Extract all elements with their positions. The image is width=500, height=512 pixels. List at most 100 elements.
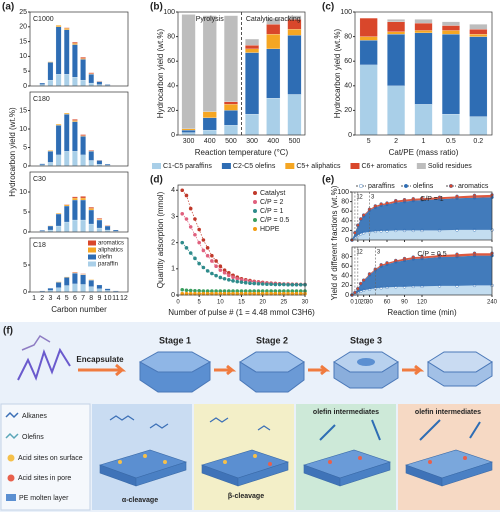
bar-segment xyxy=(72,44,78,78)
bar-segment xyxy=(47,79,54,87)
bar-segment xyxy=(96,284,103,289)
stage-label: Stage 1 xyxy=(159,335,191,345)
point xyxy=(197,291,201,296)
panel-label: (c) xyxy=(322,2,334,13)
y-tick-label: 4 xyxy=(171,187,175,194)
x-axis-label: Reaction temperature (°C) xyxy=(195,148,289,157)
x-tick-label: 30 xyxy=(302,300,309,306)
bar-segment xyxy=(88,223,94,233)
bar-segment xyxy=(359,40,378,65)
bar-segment xyxy=(72,197,78,201)
bar-segment xyxy=(72,283,78,293)
bar-segment xyxy=(387,21,405,32)
bar-segment xyxy=(64,204,70,207)
x-tick-label: 25 xyxy=(280,300,287,306)
bar-segment xyxy=(387,85,405,136)
point xyxy=(201,291,206,296)
legend-marker xyxy=(253,227,257,231)
hexagon-stage4 xyxy=(427,351,493,387)
bar-segment xyxy=(55,124,62,126)
legend-label: paraffins xyxy=(368,183,395,190)
subplot-title: C18 xyxy=(33,242,46,249)
bar-segment xyxy=(104,84,111,86)
point xyxy=(260,282,265,286)
point xyxy=(205,289,210,293)
point xyxy=(188,288,193,293)
bar-segment xyxy=(88,280,94,287)
point xyxy=(294,289,299,293)
y-tick-label: 20 xyxy=(19,24,27,31)
point xyxy=(294,282,299,287)
x-tick-label: 6 xyxy=(73,295,77,302)
y-tick-label: 40 xyxy=(167,83,175,90)
pore-site-icon xyxy=(7,474,15,482)
point xyxy=(201,265,206,270)
bar-segment xyxy=(245,38,259,46)
y-tick-label: 20 xyxy=(344,107,352,114)
pe-chain xyxy=(17,347,71,381)
legend-label: aromatics xyxy=(458,183,489,190)
point xyxy=(290,289,295,293)
point xyxy=(243,291,248,296)
bar-segment xyxy=(387,19,405,22)
point xyxy=(227,273,231,278)
x-tick-label: 1 xyxy=(422,138,426,145)
bar-segment xyxy=(469,116,488,136)
point xyxy=(210,289,214,293)
bar-segment xyxy=(181,14,196,129)
arrow xyxy=(78,363,127,377)
bar-segment xyxy=(266,34,281,49)
bar-segment xyxy=(88,72,94,74)
legend-label: aliphatics xyxy=(98,248,123,254)
legend-label: C1-C5 paraffins xyxy=(163,163,212,170)
legend-label: Catalyst xyxy=(260,190,285,197)
point xyxy=(210,291,214,296)
legend-marker xyxy=(449,183,454,188)
bar-segment xyxy=(104,225,111,231)
zeolite-slabs xyxy=(99,449,493,487)
legend-box xyxy=(0,403,91,511)
bar-segment xyxy=(80,196,86,199)
point xyxy=(184,291,189,296)
surface-site-icon xyxy=(7,454,15,462)
point xyxy=(193,291,197,296)
bar-segment xyxy=(88,208,94,211)
point xyxy=(265,282,269,287)
y-tick-label: 20 xyxy=(341,282,349,289)
y-tick-label: 60 xyxy=(341,263,349,270)
y-tick-label: 80 xyxy=(344,33,352,40)
bar-segment xyxy=(414,19,433,24)
bar-segment xyxy=(442,21,460,26)
point xyxy=(394,198,398,203)
bar-segment xyxy=(64,27,70,29)
panel-label: (f) xyxy=(3,326,13,337)
point xyxy=(184,193,189,198)
bar-segment xyxy=(287,35,302,95)
y-tick-label: 10 xyxy=(19,126,27,133)
bar-segment xyxy=(96,81,103,85)
plot-frame xyxy=(177,184,306,296)
bar-segment xyxy=(80,199,86,221)
point xyxy=(286,289,290,293)
point xyxy=(210,271,214,276)
series-line xyxy=(181,213,305,285)
x-tick-label: 60 xyxy=(384,300,391,306)
bar-segment xyxy=(113,229,119,232)
bar-segment xyxy=(88,160,94,167)
point xyxy=(184,288,189,293)
plot-frame xyxy=(177,11,306,136)
point xyxy=(214,289,218,293)
molten-layer-icon xyxy=(6,494,16,501)
y-tick-label: 40 xyxy=(341,218,349,225)
legend-swatch xyxy=(88,261,96,267)
point xyxy=(222,289,227,293)
point xyxy=(290,282,295,287)
bar-segment xyxy=(96,219,103,221)
plot-frame xyxy=(351,191,493,241)
y-tick-label: 5 xyxy=(23,209,27,216)
stage-label: Stage 3 xyxy=(350,335,382,345)
bar-segment xyxy=(47,150,54,152)
point xyxy=(277,289,282,293)
x-tick-label: 0.2 xyxy=(473,138,483,145)
bar-segment xyxy=(64,205,70,223)
